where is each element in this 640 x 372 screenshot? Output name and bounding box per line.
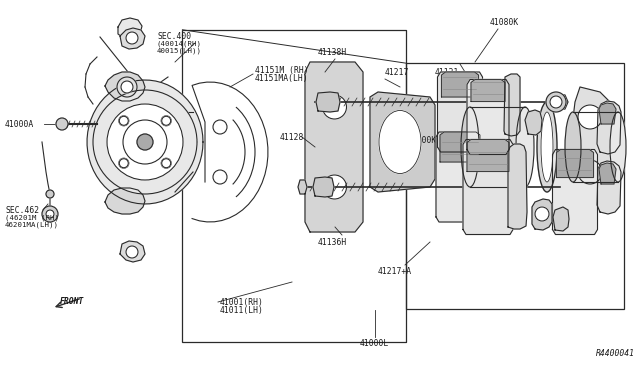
Circle shape xyxy=(213,120,227,134)
Circle shape xyxy=(119,116,129,126)
Polygon shape xyxy=(525,110,542,135)
Polygon shape xyxy=(504,74,520,136)
Circle shape xyxy=(46,210,54,218)
Polygon shape xyxy=(105,188,145,214)
Circle shape xyxy=(162,116,171,125)
Circle shape xyxy=(126,32,138,44)
Polygon shape xyxy=(471,80,505,102)
Polygon shape xyxy=(120,28,145,49)
Circle shape xyxy=(123,120,167,164)
Polygon shape xyxy=(467,80,509,154)
Circle shape xyxy=(93,90,197,194)
Text: 41011(LH): 41011(LH) xyxy=(220,305,264,314)
Polygon shape xyxy=(440,132,480,162)
Circle shape xyxy=(161,116,172,126)
Polygon shape xyxy=(599,163,616,184)
Circle shape xyxy=(213,170,227,184)
Text: 41217: 41217 xyxy=(385,67,410,77)
Circle shape xyxy=(126,246,138,258)
Text: 41001(RH): 41001(RH) xyxy=(220,298,264,307)
Circle shape xyxy=(137,134,153,150)
Polygon shape xyxy=(313,177,334,197)
Polygon shape xyxy=(298,180,307,194)
Polygon shape xyxy=(572,87,622,207)
Polygon shape xyxy=(370,92,435,192)
Text: R4400041: R4400041 xyxy=(596,350,635,359)
Ellipse shape xyxy=(537,102,557,192)
Polygon shape xyxy=(316,92,340,112)
Ellipse shape xyxy=(610,112,626,182)
Text: (46201M (RH): (46201M (RH) xyxy=(5,215,59,221)
Circle shape xyxy=(323,175,346,199)
Ellipse shape xyxy=(379,110,421,173)
Polygon shape xyxy=(305,62,363,232)
Polygon shape xyxy=(553,94,568,110)
Text: SEC.462: SEC.462 xyxy=(5,205,39,215)
Polygon shape xyxy=(557,150,593,177)
Circle shape xyxy=(550,96,562,108)
Polygon shape xyxy=(438,72,483,152)
Ellipse shape xyxy=(541,112,553,182)
Circle shape xyxy=(162,159,171,168)
Circle shape xyxy=(117,77,137,97)
Text: 46201MA(LH)): 46201MA(LH)) xyxy=(5,222,59,228)
Circle shape xyxy=(546,92,566,112)
Circle shape xyxy=(123,120,167,164)
Polygon shape xyxy=(597,161,621,214)
Polygon shape xyxy=(508,144,527,229)
Polygon shape xyxy=(553,207,569,231)
Text: 41151M (RH): 41151M (RH) xyxy=(255,65,308,74)
Polygon shape xyxy=(105,72,145,101)
Text: 41217+A: 41217+A xyxy=(378,267,412,276)
Polygon shape xyxy=(573,112,618,182)
Polygon shape xyxy=(597,101,621,154)
Circle shape xyxy=(578,160,602,184)
Circle shape xyxy=(121,81,133,93)
Text: FRONT: FRONT xyxy=(60,298,84,307)
Polygon shape xyxy=(552,150,598,234)
Ellipse shape xyxy=(565,112,581,182)
Text: 41000A: 41000A xyxy=(5,119,35,128)
Circle shape xyxy=(93,90,197,194)
Text: 41080K: 41080K xyxy=(490,17,519,26)
Circle shape xyxy=(56,118,68,130)
Polygon shape xyxy=(436,132,484,222)
Text: 41151MA(LH): 41151MA(LH) xyxy=(255,74,308,83)
Polygon shape xyxy=(120,241,145,262)
Bar xyxy=(182,30,406,342)
Circle shape xyxy=(137,134,153,150)
Circle shape xyxy=(119,116,128,125)
Circle shape xyxy=(42,206,58,222)
Circle shape xyxy=(46,190,54,198)
Text: 40015(LH)): 40015(LH)) xyxy=(157,48,202,54)
Circle shape xyxy=(119,159,128,168)
Text: SEC.400: SEC.400 xyxy=(157,32,191,41)
Ellipse shape xyxy=(461,107,479,187)
Polygon shape xyxy=(470,107,525,187)
Circle shape xyxy=(107,104,183,180)
Text: 41128: 41128 xyxy=(280,132,305,141)
Text: 41136H: 41136H xyxy=(318,237,348,247)
Ellipse shape xyxy=(516,107,534,187)
Circle shape xyxy=(535,207,549,221)
Circle shape xyxy=(107,104,183,180)
Polygon shape xyxy=(599,103,616,124)
Polygon shape xyxy=(467,140,509,171)
Text: (40014(RH): (40014(RH) xyxy=(157,41,202,47)
Polygon shape xyxy=(532,199,552,230)
Circle shape xyxy=(578,105,602,129)
Text: 41000K: 41000K xyxy=(408,135,437,144)
Circle shape xyxy=(119,158,129,168)
Polygon shape xyxy=(442,72,479,97)
Text: 41121: 41121 xyxy=(435,67,460,77)
Polygon shape xyxy=(118,18,142,39)
Circle shape xyxy=(161,158,172,168)
Text: 41000L: 41000L xyxy=(360,340,389,349)
Polygon shape xyxy=(463,140,513,234)
Circle shape xyxy=(323,95,346,119)
Text: 41138H: 41138H xyxy=(318,48,348,57)
Polygon shape xyxy=(87,80,203,204)
Bar xyxy=(406,63,624,309)
